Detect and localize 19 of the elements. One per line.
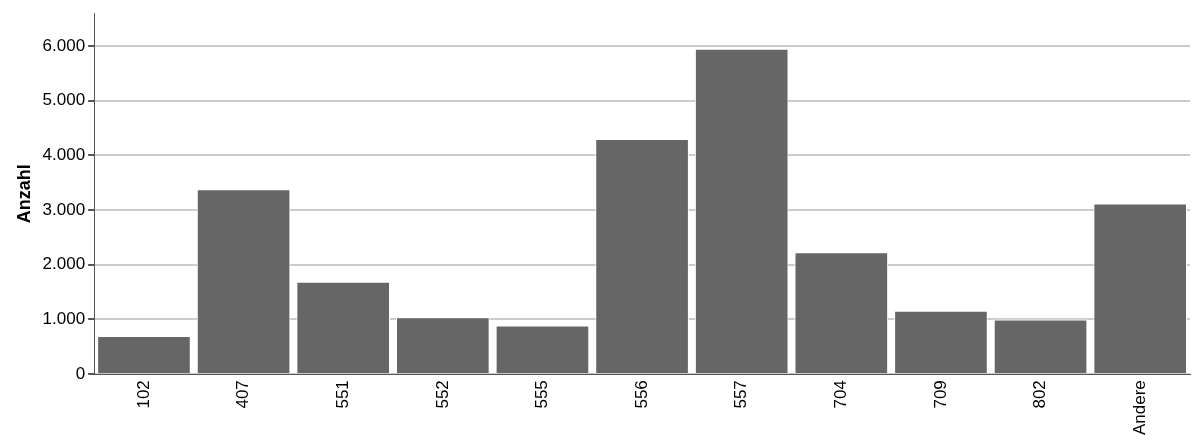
y-tick-label: 1.000	[42, 309, 86, 329]
x-tick-label: 552	[432, 380, 452, 409]
y-tick-label: 3.000	[42, 199, 86, 219]
y-tick-label: 0	[75, 363, 86, 383]
x-tick-label: Andere	[1129, 380, 1149, 436]
y-tick-label: 4.000	[42, 145, 86, 165]
y-tick-label: 2.000	[42, 254, 86, 274]
x-tick-label: 102	[133, 380, 153, 409]
x-tick-label: 802	[1030, 380, 1050, 409]
x-tick-label: 709	[930, 380, 950, 409]
y-tick-label: 5.000	[42, 90, 86, 110]
y-tick-label: 6.000	[42, 35, 86, 55]
x-tick-label: 704	[831, 380, 851, 409]
x-tick-label: 551	[332, 380, 352, 409]
x-tick-label: 555	[532, 380, 552, 409]
x-tick-label: 557	[731, 380, 751, 409]
x-tick-label: 556	[631, 380, 651, 409]
y-axis-title: Anzahl	[13, 164, 34, 224]
x-tick-label: 407	[233, 380, 253, 409]
